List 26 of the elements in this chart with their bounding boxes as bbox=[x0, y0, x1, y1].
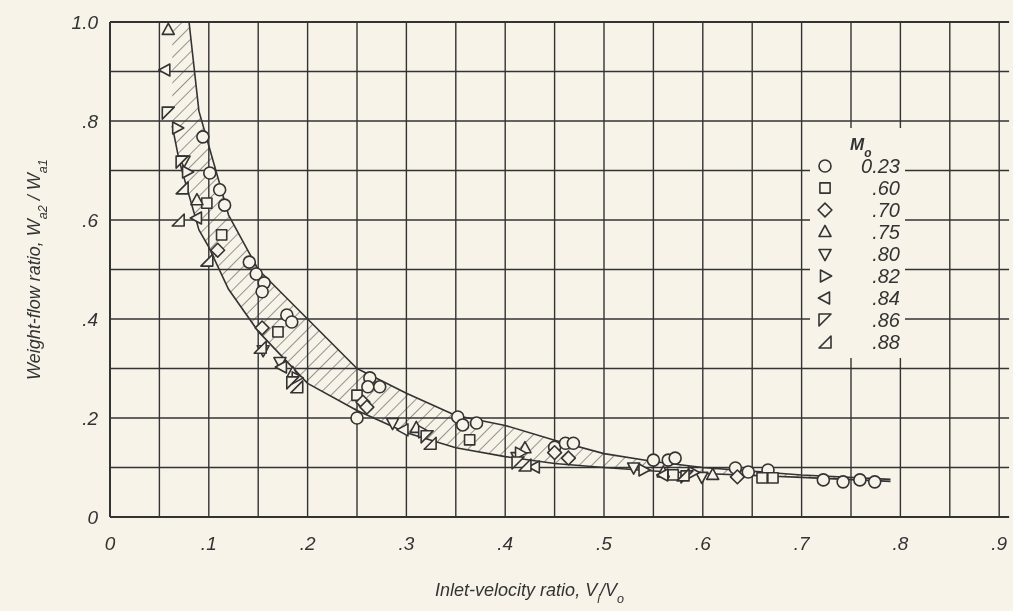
x-tick-label: .3 bbox=[398, 533, 415, 554]
x-tick-label: .1 bbox=[200, 533, 217, 554]
x-axis-title: Inlet-velocity ratio, V$_{i}$/V$_{o}$ bbox=[435, 580, 624, 606]
legend-label: .80 bbox=[872, 243, 900, 265]
legend-label: .70 bbox=[872, 199, 900, 221]
x-tick-label: .7 bbox=[793, 533, 811, 554]
legend-label: .60 bbox=[872, 177, 900, 199]
y-tick-label: 1.0 bbox=[71, 12, 99, 33]
y-tick-label: .8 bbox=[82, 111, 99, 132]
x-tick-label: .4 bbox=[497, 533, 514, 554]
legend-label: .75 bbox=[872, 221, 901, 243]
legend-label: .84 bbox=[872, 287, 900, 309]
x-tick-label: .2 bbox=[299, 533, 316, 554]
legend-title: M$_{o}$ bbox=[850, 135, 872, 160]
y-tick-label: .4 bbox=[82, 309, 98, 330]
x-tick-label: .9 bbox=[991, 533, 1008, 554]
x-tick-label: 0 bbox=[104, 533, 116, 554]
legend-label: .88 bbox=[872, 331, 900, 353]
x-tick-label: .5 bbox=[596, 533, 613, 554]
y-tick-label: .2 bbox=[82, 408, 99, 429]
y-tick-label: 0 bbox=[87, 507, 99, 528]
y-tick-label: .6 bbox=[82, 210, 99, 231]
x-tick-label: .6 bbox=[694, 533, 712, 554]
legend-label: .86 bbox=[872, 309, 901, 331]
legend-label: .82 bbox=[872, 265, 900, 287]
x-tick-label: .8 bbox=[892, 533, 909, 554]
